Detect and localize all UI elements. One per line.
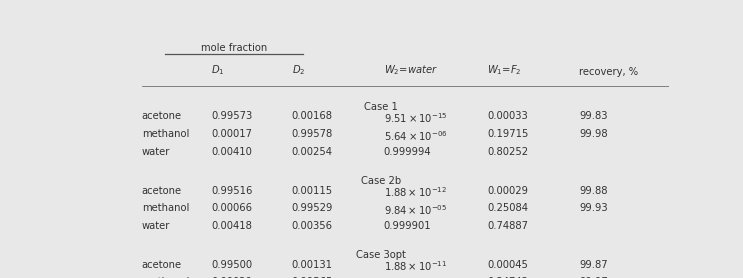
Text: 0.999901: 0.999901 [383, 221, 431, 231]
Text: 99.88: 99.88 [580, 185, 608, 195]
Text: $9.84 \times 10^{-05}$: $9.84 \times 10^{-05}$ [383, 203, 447, 217]
Text: 0.00254: 0.00254 [291, 147, 333, 157]
Text: 0.00045: 0.00045 [487, 260, 528, 270]
Text: 0.99529: 0.99529 [291, 203, 333, 213]
Text: water: water [142, 147, 170, 157]
Text: 0.00410: 0.00410 [211, 147, 252, 157]
Text: mole fraction: mole fraction [201, 43, 267, 53]
Text: 0.00017: 0.00017 [211, 129, 252, 139]
Text: 0.99578: 0.99578 [291, 129, 333, 139]
Text: 99.87: 99.87 [580, 260, 608, 270]
Text: methanol: methanol [142, 129, 189, 139]
Text: $9.51 \times 10^{-15}$: $9.51 \times 10^{-15}$ [383, 111, 447, 125]
Text: 0.99573: 0.99573 [211, 111, 252, 121]
Text: 0.00418: 0.00418 [211, 221, 252, 231]
Text: 0.00131: 0.00131 [291, 260, 333, 270]
Text: $W_2$=water: $W_2$=water [383, 63, 438, 77]
Text: 0.25084: 0.25084 [487, 203, 528, 213]
Text: $5.64 \times 10^{-06}$: $5.64 \times 10^{-06}$ [383, 129, 447, 143]
Text: $D_1$: $D_1$ [211, 63, 224, 77]
Text: $W_1$=$F_2$: $W_1$=$F_2$ [487, 63, 522, 77]
Text: 0.00033: 0.00033 [487, 111, 528, 121]
Text: 0.00029: 0.00029 [487, 185, 528, 195]
Text: $8.42 \times 10^{-05}$: $8.42 \times 10^{-05}$ [383, 277, 447, 278]
Text: 0.74887: 0.74887 [487, 221, 528, 231]
Text: $D_2$: $D_2$ [291, 63, 305, 77]
Text: 0.00066: 0.00066 [211, 203, 252, 213]
Text: acetone: acetone [142, 111, 182, 121]
Text: 99.83: 99.83 [580, 111, 608, 121]
Text: 0.00168: 0.00168 [291, 111, 333, 121]
Text: 0.80252: 0.80252 [487, 147, 528, 157]
Text: 0.34743: 0.34743 [487, 277, 528, 278]
Text: $1.88 \times 10^{-12}$: $1.88 \times 10^{-12}$ [383, 185, 447, 199]
Text: 0.00115: 0.00115 [291, 185, 333, 195]
Text: 0.00029: 0.00029 [211, 277, 252, 278]
Text: $1.88 \times 10^{-11}$: $1.88 \times 10^{-11}$ [383, 260, 447, 274]
Text: methanol: methanol [142, 277, 189, 278]
Text: Case 3opt: Case 3opt [356, 250, 406, 260]
Text: 99.93: 99.93 [580, 203, 608, 213]
Text: 0.19715: 0.19715 [487, 129, 529, 139]
Text: 0.999994: 0.999994 [383, 147, 431, 157]
Text: 0.99500: 0.99500 [211, 260, 252, 270]
Text: 99.97: 99.97 [580, 277, 609, 278]
Text: 99.98: 99.98 [580, 129, 608, 139]
Text: water: water [142, 221, 170, 231]
Text: 0.99565: 0.99565 [291, 277, 333, 278]
Text: recovery, %: recovery, % [580, 67, 638, 77]
Text: 0.99516: 0.99516 [211, 185, 253, 195]
Text: methanol: methanol [142, 203, 189, 213]
Text: Case 2b: Case 2b [360, 176, 401, 186]
Text: 0.00356: 0.00356 [291, 221, 333, 231]
Text: acetone: acetone [142, 260, 182, 270]
Text: acetone: acetone [142, 185, 182, 195]
Text: Case 1: Case 1 [364, 102, 398, 112]
